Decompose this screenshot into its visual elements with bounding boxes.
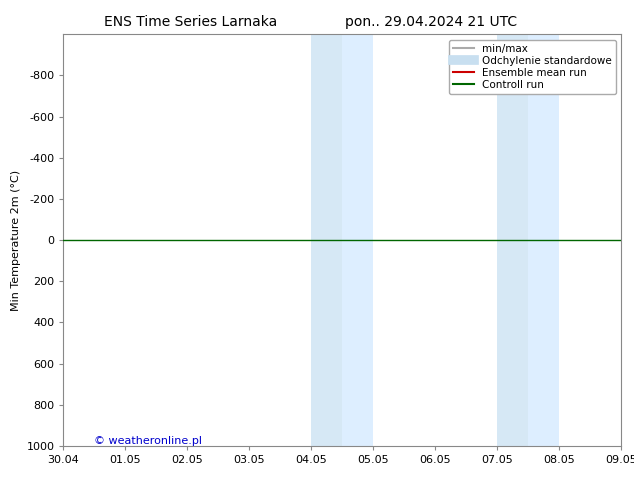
Text: © weatheronline.pl: © weatheronline.pl [94,436,202,446]
Bar [497,34,528,446]
Text: ENS Time Series Larnaka: ENS Time Series Larnaka [103,15,277,29]
Text: pon.. 29.04.2024 21 UTC: pon.. 29.04.2024 21 UTC [345,15,517,29]
Bar [311,34,342,446]
Bar [528,34,559,446]
Bar [342,34,373,446]
Legend: min/max, Odchylenie standardowe, Ensemble mean run, Controll run: min/max, Odchylenie standardowe, Ensembl… [449,40,616,94]
Y-axis label: Min Temperature 2m (°C): Min Temperature 2m (°C) [11,170,21,311]
